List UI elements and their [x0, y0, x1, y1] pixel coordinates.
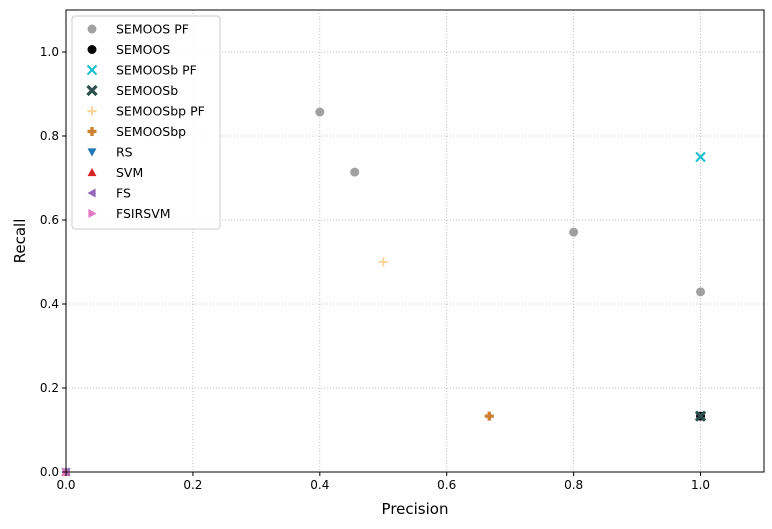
filled-x-marker-stroke: [694, 410, 707, 422]
legend-marker-semoosb: [86, 84, 98, 97]
data-points: [61, 107, 707, 477]
y-axis-ticks: 0.0 0.2 0.4 0.6 0.8 1.0: [40, 45, 66, 479]
legend-box: [71, 15, 221, 230]
legend-marker-semoos-pf: [87, 24, 97, 34]
legend-label-semoosbp: SEMOOSbp: [116, 124, 186, 139]
filled-plus-marker-bar: [487, 411, 491, 421]
legend-label-fsirsvm: FSIRSVM: [116, 206, 171, 221]
legend-marker-fs: [87, 188, 96, 198]
point-semoosb: [694, 410, 707, 422]
legend: SEMOOS PF SEMOOS SEMOOSb PF SEMOOSb SEMOOSbp…: [71, 15, 221, 230]
x-tick-label: 0.6: [437, 478, 456, 492]
legend-label-semoosb: SEMOOSb: [116, 83, 178, 98]
point-semoos-pf: [696, 287, 706, 297]
x-tick-label: 0.2: [183, 478, 202, 492]
legend-label-fs: FS: [116, 186, 131, 201]
x-tick-label: 0.8: [564, 478, 583, 492]
point-semoosbp-pf: [378, 257, 388, 267]
legend-label-semoosbp-pf: SEMOOSbp PF: [116, 104, 205, 119]
y-axis-label: Recall: [11, 219, 29, 264]
legend-marker-rs: [87, 148, 97, 157]
point-semoosb-pf: [695, 151, 706, 163]
legend-label-rs: RS: [116, 145, 133, 160]
x-tick-label: 0.0: [56, 478, 75, 492]
x-axis-label: Precision: [382, 500, 449, 518]
legend-label-semoos: SEMOOS: [116, 42, 170, 57]
legend-marker-svm: [87, 168, 97, 177]
point-semoos-pf: [569, 227, 579, 237]
legend-marker-fsirsvm: [88, 209, 97, 218]
y-tick-label: 1.0: [40, 45, 59, 59]
x-axis-ticks: 0.0 0.2 0.4 0.6 0.8 1.0: [56, 472, 710, 492]
legend-marker-semoos: [87, 45, 97, 54]
y-tick-label: 0.6: [40, 213, 59, 227]
y-tick-label: 0.2: [40, 381, 59, 395]
y-tick-label: 0.0: [40, 465, 59, 479]
point-semoos-pf: [350, 167, 360, 177]
plot-frame: [65, 9, 765, 473]
legend-label-semoosb-pf: SEMOOSb PF: [116, 63, 197, 78]
x-tick-label: 1.0: [691, 478, 710, 492]
filled-x-marker-stroke: [86, 84, 98, 97]
x-marker-stroke: [86, 64, 98, 76]
x-tick-label: 0.4: [310, 478, 329, 492]
legend-marker-semoosbp: [87, 127, 97, 136]
y-tick-label: 0.4: [40, 297, 59, 311]
point-semoosbp: [484, 411, 494, 421]
filled-plus-marker-bar: [90, 127, 94, 136]
legend-label-semoos-pf: SEMOOS PF: [116, 22, 189, 37]
legend-marker-semoosb-pf: [86, 64, 98, 76]
legend-label-svm: SVM: [116, 165, 143, 180]
y-tick-label: 0.8: [40, 129, 59, 143]
legend-marker-semoosbp-pf: [87, 106, 97, 116]
x-marker-stroke: [695, 151, 706, 163]
point-semoos-pf: [315, 107, 325, 117]
